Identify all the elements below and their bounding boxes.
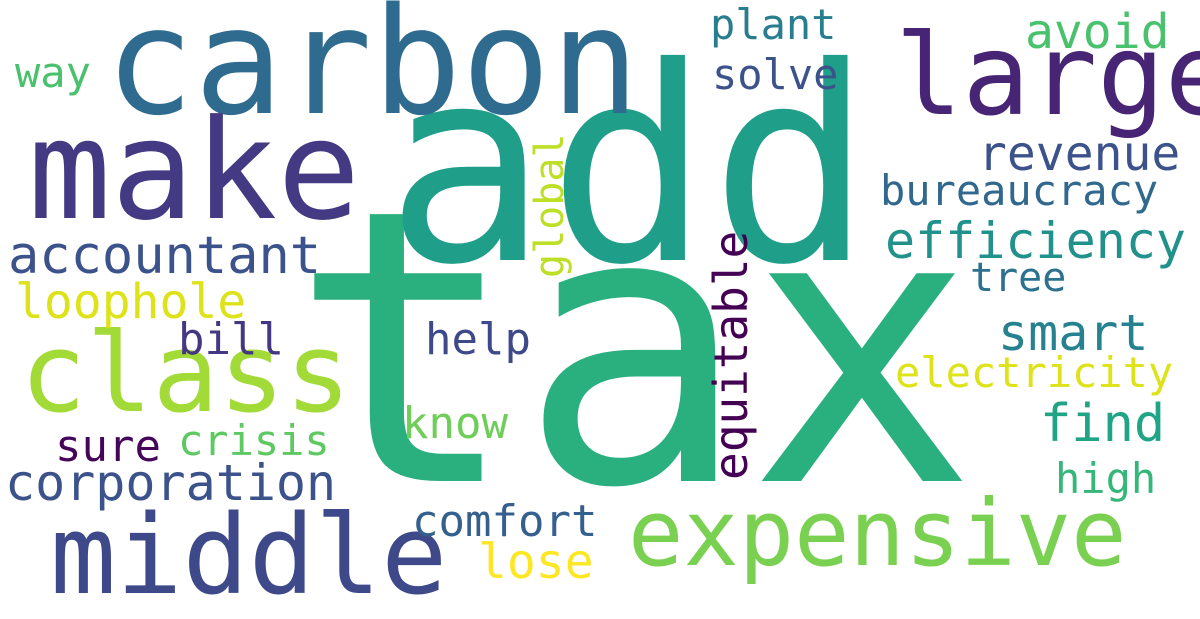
word-add: add [385, 9, 873, 324]
word-solve: solve [712, 50, 839, 99]
word-tree: tree [970, 255, 1067, 301]
word-bill: bill [178, 314, 284, 365]
word-large: large [895, 11, 1200, 141]
word-find: find [1040, 394, 1166, 454]
word-plant: plant [710, 0, 837, 49]
word-crisis: crisis [178, 416, 330, 465]
word-cloud: tax add carbon make large class middle e… [5, 0, 1200, 610]
word-class: class [20, 309, 352, 437]
word-make: make [28, 90, 361, 251]
word-comfort: comfort [412, 496, 598, 547]
word-bureaucracy: bureaucracy [880, 166, 1159, 215]
word-smart: smart [998, 304, 1149, 362]
word-avoid: avoid [1025, 4, 1170, 60]
word-lose: lose [478, 534, 594, 590]
word-efficiency: efficiency [885, 212, 1187, 270]
word-accountant: accountant [8, 226, 322, 286]
word-high: high [1055, 454, 1157, 503]
word-carbon: carbon [105, 0, 640, 148]
word-global: global [527, 133, 573, 279]
word-sure: sure [55, 421, 161, 472]
word-middle: middle [50, 491, 448, 619]
word-equitable: equitable [704, 230, 758, 480]
word-help: help [425, 314, 531, 365]
word-know: know [402, 398, 508, 449]
word-corporation: corporation [5, 454, 337, 512]
word-loophole: loophole [15, 274, 247, 330]
word-way: way [15, 48, 91, 97]
word-tax: tax [290, 128, 977, 571]
word-revenue: revenue [978, 126, 1181, 182]
word-electricity: electricity [895, 348, 1174, 397]
word-expensive: expensive [628, 480, 1127, 587]
